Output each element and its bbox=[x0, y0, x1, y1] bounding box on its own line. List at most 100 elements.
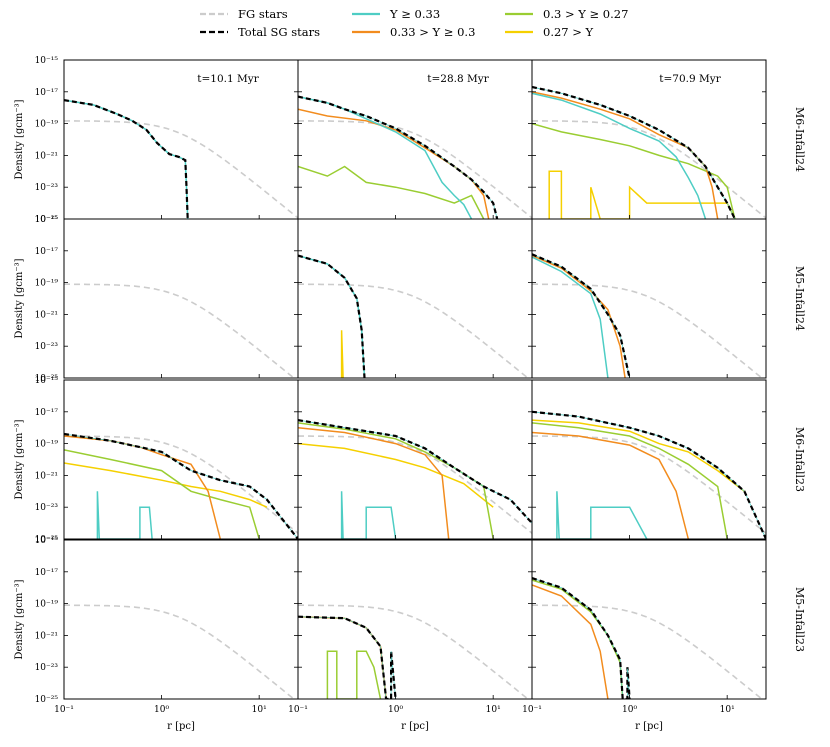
panel-frame bbox=[297, 539, 533, 700]
series-y33-r3-c2 bbox=[340, 491, 397, 539]
x-tick-label: 10¹ bbox=[486, 705, 501, 715]
panel-frame bbox=[63, 59, 299, 220]
time-label-col-2: t=28.8 Myr bbox=[427, 73, 489, 85]
y-axis-label: Density [gcm⁻³] bbox=[14, 258, 25, 338]
series-total-r3-c1 bbox=[64, 432, 298, 539]
series-y27-r4-c2 bbox=[326, 650, 382, 699]
panel-r3-c3 bbox=[531, 379, 767, 540]
panel-r1-c1 bbox=[63, 59, 299, 220]
series-fg-r2-c3 bbox=[532, 283, 764, 378]
panel-frame bbox=[531, 539, 767, 700]
row-label-4: M5-Infall23 bbox=[793, 587, 806, 652]
x-axis-label: r [pc] bbox=[167, 721, 195, 732]
y-axis-label: Density [gcm⁻³] bbox=[14, 579, 25, 659]
series-fg-r3-c3 bbox=[532, 435, 766, 534]
panel-frame bbox=[531, 379, 767, 540]
y-tick-label: 10⁻²³ bbox=[35, 183, 59, 193]
series-total-r3-c2 bbox=[298, 419, 532, 524]
y-tick-label: 10⁻¹⁵ bbox=[35, 215, 59, 225]
series-total-inner-r4-c2 bbox=[298, 616, 396, 699]
series-total-inner-r1-c1 bbox=[64, 99, 189, 219]
y-tick-label: 10⁻²⁵ bbox=[35, 215, 59, 225]
x-tick-label: 10⁰ bbox=[154, 705, 169, 715]
y-tick-label: 10⁻¹⁷ bbox=[35, 247, 59, 257]
series-total-inner-r2-c3 bbox=[532, 253, 630, 378]
panel-r3-c1 bbox=[63, 379, 299, 540]
series-y27-r3-c2 bbox=[298, 422, 494, 539]
y-tick-label: 10⁻¹⁵ bbox=[35, 376, 59, 386]
series-total-r3-c3 bbox=[532, 410, 766, 539]
series-y30-r1-c2 bbox=[298, 108, 490, 219]
legend-label-y33: Y ≥ 0.33 bbox=[389, 7, 440, 21]
legend-label-fg: FG stars bbox=[238, 7, 288, 21]
series-total-inner-r1-c3 bbox=[532, 86, 736, 219]
series-ylow-r3-c1 bbox=[64, 462, 268, 508]
time-label-col-3: t=70.9 Myr bbox=[659, 73, 721, 85]
series-y27-r3-c1 bbox=[64, 449, 260, 539]
y-tick-label: 10⁻¹⁹ bbox=[35, 279, 59, 289]
y-tick-label: 10⁻¹⁹ bbox=[35, 120, 59, 130]
panel-r2-c1 bbox=[63, 218, 299, 379]
series-total-inner-r3-c1 bbox=[64, 433, 298, 539]
row-label-3: M6-Infall23 bbox=[793, 427, 806, 492]
series-y30-r4-c3 bbox=[532, 584, 609, 699]
series-total-inner-r3-c2 bbox=[298, 419, 532, 524]
series-total-r4-c3 bbox=[532, 577, 631, 699]
panel-r3-c2 bbox=[297, 379, 533, 540]
series-total-inner-r4-c3 bbox=[532, 577, 630, 699]
x-tick-label: 10⁻¹ bbox=[522, 705, 542, 715]
series-total-inner-r1-c2 bbox=[298, 96, 498, 219]
series-ylow-r2-c2 bbox=[340, 330, 344, 378]
y-tick-label: 10⁻²¹ bbox=[35, 631, 58, 641]
x-tick-label: 10⁰ bbox=[388, 705, 403, 715]
series-fg-r3-c1 bbox=[64, 435, 298, 534]
series-fg-r4-c1 bbox=[64, 604, 296, 699]
y-tick-label: 10⁻¹⁷ bbox=[35, 568, 59, 578]
row-label-1: M6-Infall24 bbox=[793, 107, 806, 172]
series-y30-r3-c3 bbox=[532, 431, 690, 539]
legend-label-total: Total SG stars bbox=[238, 25, 320, 39]
panel-r2-c2 bbox=[297, 218, 533, 379]
series-y27-r4-c3 bbox=[532, 579, 624, 699]
legend-label-y30: 0.33 > Y ≥ 0.3 bbox=[390, 25, 475, 39]
series-y33-r1-c3 bbox=[532, 92, 707, 219]
series-fg-r1-c1 bbox=[64, 120, 298, 219]
series-y30-r2-c3 bbox=[532, 254, 626, 378]
x-tick-label: 10⁻¹ bbox=[288, 705, 308, 715]
panel-r4-c2 bbox=[297, 539, 533, 700]
series-total-inner-r3-c3 bbox=[532, 411, 766, 539]
time-label-col-1: t=10.1 Myr bbox=[197, 73, 259, 85]
x-tick-label: 10⁰ bbox=[622, 705, 637, 715]
y-tick-label: 10⁻²³ bbox=[35, 663, 59, 673]
series-total-inner-r2-c2 bbox=[298, 255, 365, 378]
legend-label-ylow: 0.27 > Y bbox=[543, 25, 594, 39]
panel-frame bbox=[531, 218, 767, 379]
series-y27-r1-c2 bbox=[298, 165, 485, 219]
panel-r4-c1 bbox=[63, 539, 299, 700]
y-tick-label: 10⁻¹⁹ bbox=[35, 440, 59, 450]
y-tick-label: 10⁻¹⁹ bbox=[35, 600, 59, 610]
series-y33-r2-c2 bbox=[298, 254, 366, 378]
y-tick-label: 10⁻¹⁷ bbox=[35, 88, 59, 98]
x-axis-label: r [pc] bbox=[635, 721, 663, 732]
panel-r2-c3 bbox=[531, 218, 767, 379]
y-tick-label: 10⁻²³ bbox=[35, 342, 59, 352]
series-total-r1-c1 bbox=[64, 99, 189, 219]
x-tick-label: 10¹ bbox=[720, 705, 735, 715]
x-axis-label: r [pc] bbox=[401, 721, 429, 732]
series-y33-r3-c1 bbox=[96, 491, 153, 539]
y-tick-label: 10⁻¹⁷ bbox=[35, 408, 59, 418]
series-y30-r1-c3 bbox=[532, 91, 719, 219]
x-tick-label: 10¹ bbox=[252, 705, 267, 715]
series-y33-r3-c3 bbox=[556, 491, 648, 539]
series-y27-r1-c3 bbox=[532, 122, 736, 219]
row-label-2: M5-Infall24 bbox=[793, 266, 806, 331]
series-total-r1-c2 bbox=[298, 95, 499, 219]
panel-frame bbox=[297, 218, 533, 379]
series-fg-r3-c2 bbox=[298, 435, 532, 534]
series-ylow-r3-c3 bbox=[532, 419, 745, 492]
series-fg-r2-c2 bbox=[298, 283, 530, 378]
series-fg-r2-c1 bbox=[64, 283, 296, 378]
y-tick-label: 10⁻²¹ bbox=[35, 310, 58, 320]
